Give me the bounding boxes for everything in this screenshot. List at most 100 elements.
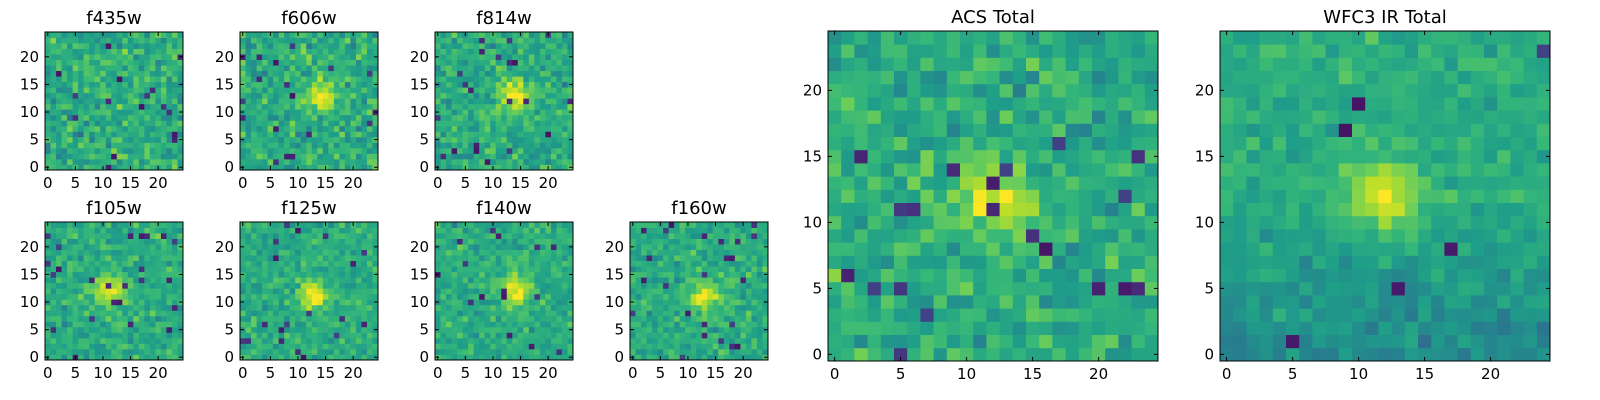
heatmap-cell — [366, 43, 373, 49]
heatmap-cell — [311, 343, 318, 350]
heatmap-cell — [696, 260, 703, 267]
heatmap-cell — [256, 120, 263, 127]
heatmap-cell — [317, 98, 324, 105]
heatmap-cell — [45, 348, 51, 355]
heatmap-cell — [122, 337, 129, 344]
heatmap-cell — [155, 238, 162, 245]
heatmap-cell — [556, 37, 563, 44]
heatmap-cell — [94, 282, 101, 289]
heatmap-cell — [545, 103, 552, 110]
heatmap-cell — [171, 255, 178, 262]
heatmap-cell — [278, 109, 285, 116]
heatmap-cell — [289, 92, 296, 99]
heatmap-cell — [539, 120, 546, 127]
heatmap-cell — [273, 136, 280, 143]
heatmap-cell — [740, 293, 747, 300]
heatmap-cell — [539, 114, 546, 121]
heatmap-cell — [67, 321, 73, 328]
heatmap-cell — [328, 48, 335, 55]
heatmap-cell — [67, 142, 73, 149]
heatmap-cell — [133, 59, 140, 66]
heatmap-cell — [289, 76, 296, 83]
heatmap-cell — [435, 158, 441, 165]
heatmap-cell — [251, 238, 257, 245]
heatmap-cell — [273, 222, 280, 228]
heatmap-cell — [344, 48, 351, 55]
heatmap-cell — [245, 249, 252, 256]
heatmap-cell — [501, 147, 508, 154]
heatmap-cell — [171, 43, 178, 49]
heatmap-cell — [155, 65, 162, 72]
heatmap-cell — [484, 54, 491, 60]
heatmap-cell — [479, 326, 486, 333]
heatmap-cell — [986, 176, 1000, 190]
heatmap-cell — [149, 255, 156, 262]
panel-title: f140w — [476, 198, 531, 219]
heatmap-cell — [501, 332, 508, 339]
heatmap-cell — [355, 147, 362, 154]
heatmap-cell — [67, 326, 73, 333]
heatmap-cell — [67, 32, 73, 38]
heatmap-cell — [116, 255, 123, 262]
heatmap-cell — [473, 332, 480, 339]
heatmap-cell — [440, 321, 447, 328]
heatmap-cell — [539, 65, 546, 72]
heatmap-cell — [973, 295, 987, 309]
heatmap-cell — [854, 347, 868, 362]
heatmap-cell — [350, 109, 357, 116]
heatmap-cell — [440, 255, 447, 262]
heatmap-cell — [166, 326, 173, 333]
heatmap-cell — [751, 348, 758, 355]
heatmap-cell — [756, 337, 763, 344]
heatmap-cell — [523, 103, 530, 110]
heatmap-cell — [457, 32, 463, 38]
heatmap-cell — [1026, 334, 1040, 349]
heatmap-cell — [1131, 215, 1146, 230]
heatmap-cell — [116, 299, 123, 306]
heatmap-cell — [105, 310, 112, 317]
heatmap-cell — [245, 227, 252, 234]
heatmap-cell — [127, 249, 134, 256]
heatmap-cell — [495, 87, 502, 94]
heatmap-cell — [111, 266, 118, 273]
heatmap-cell — [105, 222, 112, 228]
heatmap-cell — [245, 136, 252, 143]
heatmap-cell — [999, 215, 1014, 230]
heatmap-cell — [751, 332, 758, 339]
heatmap-cell — [50, 238, 57, 245]
heatmap-cell — [122, 98, 129, 105]
heatmap-cell — [960, 189, 974, 203]
heatmap-cell — [116, 249, 123, 256]
heatmap-cell — [50, 98, 57, 105]
heatmap-cell — [372, 153, 379, 160]
heatmap-cell — [523, 114, 530, 121]
heatmap-cell — [457, 348, 463, 355]
heatmap-cell — [534, 48, 541, 55]
heatmap-cell — [550, 48, 557, 55]
heatmap-cell — [251, 337, 257, 344]
heatmap-cell — [355, 354, 362, 361]
heatmap-cell — [1012, 321, 1027, 335]
heatmap-cell — [1052, 229, 1066, 243]
heatmap-cell — [300, 266, 307, 273]
heatmap-cell — [344, 293, 351, 300]
heatmap-cell — [111, 326, 118, 333]
heatmap-cell — [311, 310, 318, 317]
heatmap-cell — [907, 334, 921, 349]
heatmap-cell — [685, 249, 692, 256]
heatmap-cell — [127, 233, 134, 239]
heatmap-cell — [122, 304, 129, 311]
heatmap-cell — [111, 92, 118, 99]
heatmap-cell — [528, 222, 535, 228]
heatmap-cell — [72, 98, 79, 105]
heatmap-cell — [105, 315, 112, 322]
heatmap-cell — [251, 147, 257, 154]
heatmap-cell — [556, 266, 563, 273]
heatmap-cell — [545, 153, 552, 160]
heatmap-cell — [946, 242, 961, 256]
heatmap-cell — [501, 288, 508, 295]
heatmap-cell — [100, 142, 107, 149]
heatmap-cell — [144, 65, 151, 72]
heatmap-cell — [960, 242, 974, 256]
heatmap-cell — [61, 98, 68, 105]
